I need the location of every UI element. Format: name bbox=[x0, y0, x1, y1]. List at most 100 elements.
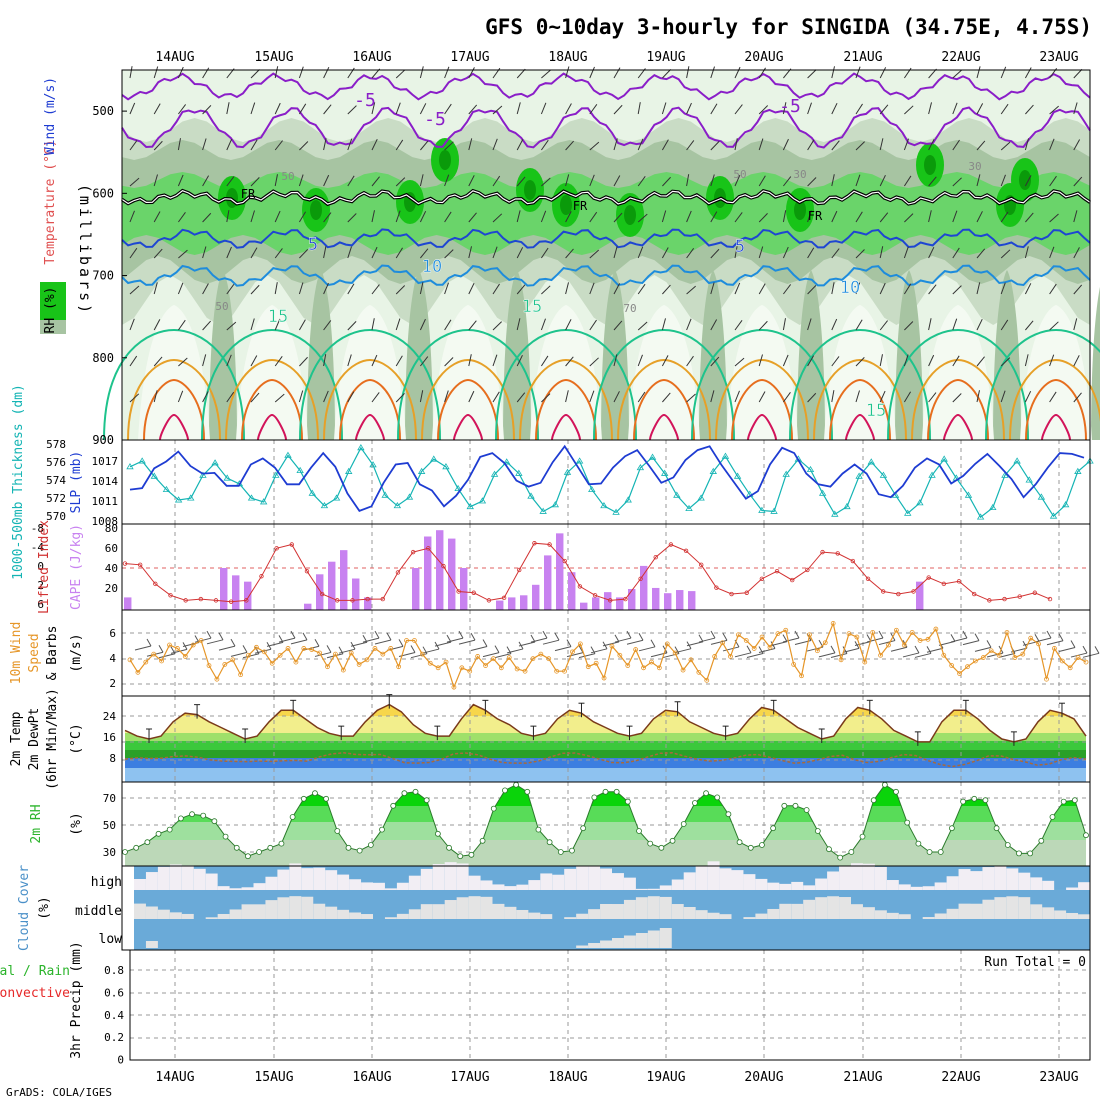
ylabel-thickness: 1000-500mb Thickness (dm) bbox=[11, 384, 26, 580]
wind-barb bbox=[903, 283, 912, 295]
wind-barb bbox=[783, 176, 792, 187]
date-label-bottom: 19AUG bbox=[646, 1070, 685, 1085]
thickness-marker bbox=[174, 496, 183, 503]
cloud-middle bbox=[719, 914, 732, 919]
rh-marker bbox=[144, 839, 151, 846]
wind-speed-marker bbox=[704, 677, 710, 683]
wind-barb bbox=[371, 102, 376, 115]
surface-wind-barb-flag bbox=[458, 630, 464, 639]
contour-warm-arch bbox=[813, 358, 907, 441]
wind-barb bbox=[226, 354, 232, 367]
dry-mound bbox=[824, 305, 896, 440]
wind-speed-marker bbox=[593, 660, 599, 666]
surface-wind-barb-flag bbox=[950, 634, 956, 642]
ylabel-temp-2: 2m DewPt bbox=[27, 708, 42, 771]
wind-barb bbox=[177, 282, 184, 295]
wind-barb bbox=[637, 321, 648, 331]
wind-barb bbox=[444, 141, 454, 151]
wind-barb bbox=[928, 139, 935, 151]
cloud-high bbox=[791, 881, 804, 890]
date-label-bottom: 14AUG bbox=[155, 1070, 194, 1085]
wind-barb bbox=[420, 248, 429, 259]
wind-barb bbox=[444, 319, 452, 331]
wind-barb bbox=[516, 392, 526, 403]
wind-barb bbox=[347, 283, 355, 295]
wind-barb bbox=[468, 138, 473, 151]
wind-barb bbox=[710, 282, 715, 295]
surface-wind-barb bbox=[674, 648, 692, 654]
wind-barb bbox=[226, 176, 235, 187]
surface-wind-barb bbox=[1034, 637, 1052, 643]
slp-tick: 1017 bbox=[92, 455, 119, 468]
cloud-middle bbox=[1078, 914, 1090, 919]
wind-barb bbox=[419, 282, 424, 295]
wind-barb bbox=[782, 138, 789, 151]
wind-speed-marker bbox=[664, 641, 670, 647]
wind-barb bbox=[903, 246, 909, 259]
thickness-marker bbox=[223, 474, 231, 481]
ylabel-lifted-index: Lifted Index bbox=[37, 520, 52, 614]
wind-barb bbox=[444, 103, 452, 115]
li-marker bbox=[380, 596, 385, 602]
wind-speed-marker bbox=[767, 644, 773, 650]
wind-barb bbox=[1000, 211, 1009, 223]
wind-tick: 4 bbox=[109, 652, 116, 665]
wind-speed-marker bbox=[1028, 635, 1034, 641]
thickness-tick: 578 bbox=[46, 438, 66, 451]
li-marker bbox=[532, 541, 537, 546]
cape-bar bbox=[520, 595, 528, 610]
wind-grid bbox=[122, 610, 1090, 696]
wind-barb bbox=[661, 210, 667, 223]
surface-wind-barb bbox=[950, 637, 968, 643]
rh-marker bbox=[870, 797, 877, 804]
precip-grid bbox=[130, 950, 1090, 1060]
cloud-high bbox=[492, 884, 505, 890]
wind-speed-marker bbox=[190, 642, 196, 648]
thickness-marker bbox=[308, 489, 316, 496]
wind-barb bbox=[565, 66, 570, 79]
dry-mound bbox=[1020, 305, 1092, 440]
wind-speed-marker bbox=[1083, 659, 1089, 665]
surface-wind-barb bbox=[878, 640, 896, 646]
slp-thickness-panel: 578 576 574 572 570 1017 1014 1011 1008 1000-500… bbox=[11, 384, 1094, 580]
contour-warm-arch bbox=[943, 413, 973, 441]
cloud-high bbox=[313, 867, 326, 890]
li-marker bbox=[1032, 590, 1038, 595]
thickness-marker bbox=[405, 493, 414, 500]
surface-wind-barb bbox=[590, 648, 608, 654]
li-marker bbox=[865, 576, 871, 581]
wind-barb bbox=[250, 318, 255, 331]
thickness-marker bbox=[211, 459, 219, 466]
pressure-axis: 500 600 700 800 900 bbox=[92, 104, 127, 447]
ylabel-temp-1: 2m Temp bbox=[9, 711, 24, 766]
wind-barb bbox=[904, 105, 914, 115]
rh-blob-core bbox=[524, 180, 536, 200]
cape-bar bbox=[508, 597, 516, 610]
wind-barb bbox=[928, 354, 935, 367]
rh-marker bbox=[1049, 814, 1056, 820]
wind-speed-marker bbox=[775, 631, 781, 637]
rh-blob-core bbox=[624, 205, 636, 225]
li-marker bbox=[683, 548, 689, 554]
contour-warm-arch bbox=[927, 378, 989, 441]
rh-marker bbox=[904, 819, 911, 826]
cloud-high bbox=[731, 870, 744, 890]
wind-speed-marker bbox=[609, 643, 615, 649]
wind-barb bbox=[202, 67, 210, 79]
cloud-middle bbox=[576, 913, 589, 919]
rh-plume bbox=[797, 270, 825, 440]
rh-marker bbox=[691, 800, 698, 806]
wind-barb bbox=[565, 140, 575, 151]
wind-barb bbox=[347, 321, 357, 331]
wind-barb bbox=[177, 319, 186, 331]
wind-barb bbox=[468, 67, 475, 79]
wind-barb bbox=[323, 212, 332, 223]
cloud-middle bbox=[325, 906, 338, 919]
wind-speed-marker bbox=[972, 658, 978, 664]
wind-speed-marker bbox=[127, 657, 133, 663]
cloud-high bbox=[265, 876, 278, 890]
wind-speed-line bbox=[127, 620, 1089, 690]
wind-barb bbox=[879, 390, 886, 403]
wind-barb bbox=[879, 104, 889, 115]
rh-marker bbox=[680, 821, 687, 827]
